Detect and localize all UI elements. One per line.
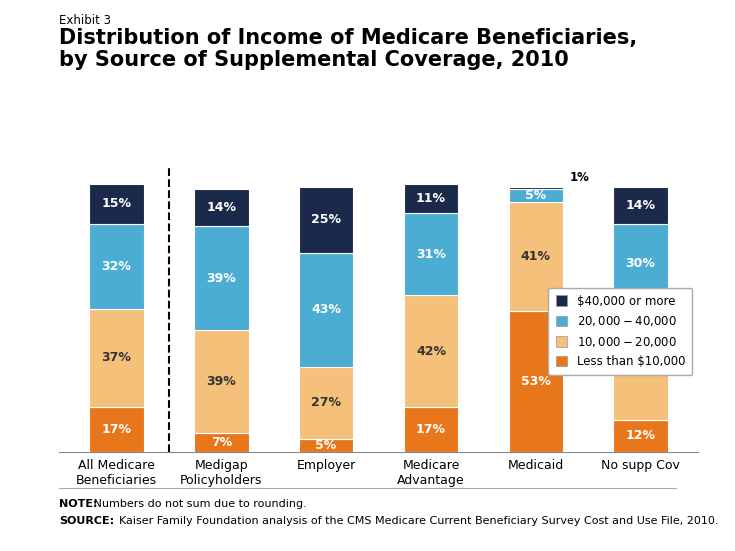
Text: 37%: 37%	[101, 351, 132, 364]
Bar	[194, 330, 248, 433]
Bar	[89, 407, 144, 452]
Bar	[89, 184, 144, 224]
Text: 41%: 41%	[521, 250, 551, 263]
Text: 15%: 15%	[101, 197, 132, 210]
Bar	[194, 226, 248, 330]
Bar	[404, 213, 458, 295]
Text: SOURCE:: SOURCE:	[59, 516, 114, 526]
Text: 27%: 27%	[311, 396, 341, 409]
Text: 30%: 30%	[625, 257, 656, 270]
Text: 42%: 42%	[416, 344, 446, 358]
Text: THE HENRY J.: THE HENRY J.	[643, 503, 684, 509]
Bar	[509, 202, 563, 311]
Text: 11%: 11%	[416, 192, 446, 205]
Bar	[299, 367, 354, 439]
Text: 12%: 12%	[625, 429, 656, 442]
Text: 14%: 14%	[625, 198, 656, 212]
Bar	[194, 189, 248, 226]
Text: NOTE:: NOTE:	[59, 499, 97, 509]
Bar	[89, 309, 144, 407]
Text: Exhibit 3: Exhibit 3	[59, 14, 111, 27]
Text: 17%: 17%	[416, 423, 446, 436]
Text: 17%: 17%	[101, 423, 132, 436]
Bar	[299, 253, 354, 367]
Text: Kaiser Family Foundation analysis of the CMS Medicare Current Beneficiary Survey: Kaiser Family Foundation analysis of the…	[112, 516, 718, 526]
Bar	[194, 433, 248, 452]
Bar	[404, 184, 458, 213]
Legend: $40,000 or more, $20,000-$40,000, $10,000-$20,000, Less than $10,000: $40,000 or more, $20,000-$40,000, $10,00…	[548, 288, 692, 375]
Bar	[613, 420, 668, 452]
Text: 31%: 31%	[416, 247, 446, 261]
Bar	[613, 187, 668, 224]
Text: 44%: 44%	[625, 355, 656, 368]
Text: 39%: 39%	[207, 272, 236, 284]
Bar	[509, 189, 563, 202]
Bar	[404, 407, 458, 452]
Text: by Source of Supplemental Coverage, 2010: by Source of Supplemental Coverage, 2010	[59, 50, 569, 69]
Bar	[89, 224, 144, 309]
Text: FAMILY: FAMILY	[640, 520, 686, 533]
Text: 1%: 1%	[570, 171, 589, 185]
Text: FOUNDATION: FOUNDATION	[640, 534, 686, 539]
Text: 39%: 39%	[207, 375, 236, 388]
Text: 32%: 32%	[101, 260, 132, 273]
Text: 7%: 7%	[211, 436, 232, 449]
Bar	[299, 187, 354, 253]
Text: 53%: 53%	[521, 375, 551, 388]
Bar	[404, 295, 458, 407]
Bar	[613, 224, 668, 303]
Text: 43%: 43%	[311, 304, 341, 316]
Text: 14%: 14%	[207, 201, 236, 214]
Bar	[509, 311, 563, 452]
Text: 25%: 25%	[311, 213, 341, 226]
Text: KAISER: KAISER	[639, 510, 687, 523]
Bar	[613, 303, 668, 420]
Bar	[299, 439, 354, 452]
Text: 5%: 5%	[525, 190, 546, 202]
Text: 5%: 5%	[315, 439, 337, 452]
Bar	[509, 187, 563, 189]
Text: Numbers do not sum due to rounding.: Numbers do not sum due to rounding.	[90, 499, 306, 509]
Text: Distribution of Income of Medicare Beneficiaries,: Distribution of Income of Medicare Benef…	[59, 28, 637, 47]
